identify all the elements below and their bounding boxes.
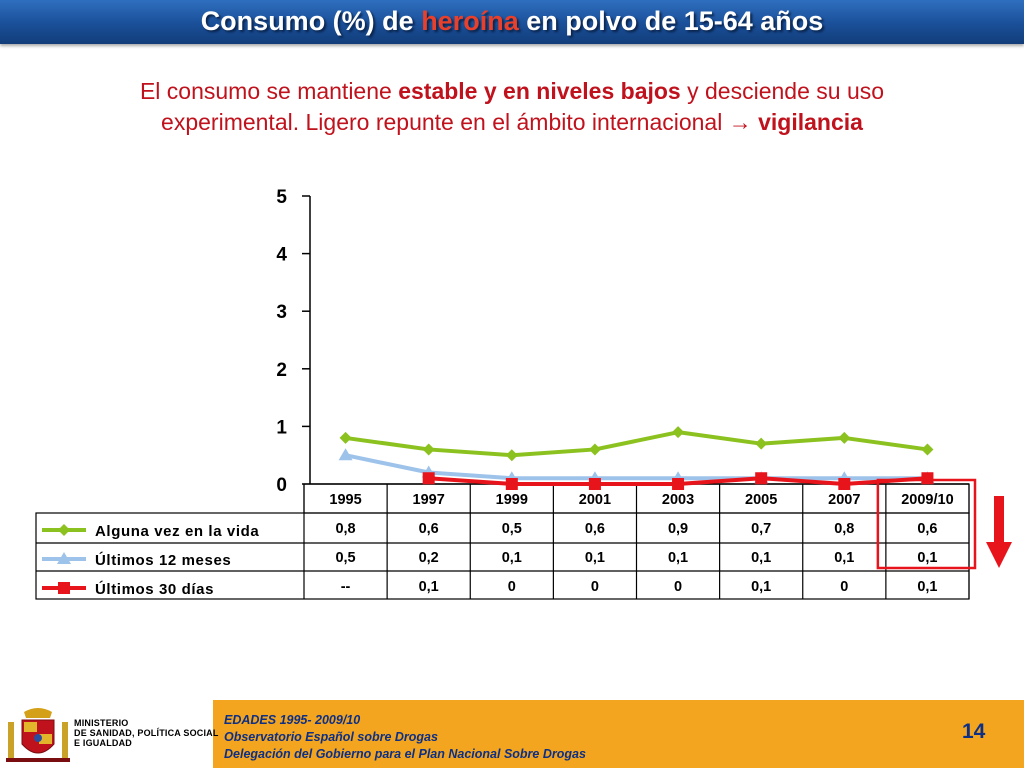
subtitle-emphasis-2: vigilancia bbox=[758, 109, 863, 135]
table-cell: 0,5 bbox=[502, 521, 522, 537]
slide-title: Consumo (%) de heroína en polvo de 15-64… bbox=[0, 6, 1024, 37]
table-cell: 0,8 bbox=[834, 521, 854, 537]
table-cell: 0,1 bbox=[668, 550, 688, 566]
x-tick-label: 2005 bbox=[745, 492, 777, 508]
legend-marker bbox=[57, 552, 71, 564]
data-point bbox=[422, 472, 435, 485]
table-cell: 0 bbox=[591, 579, 599, 595]
y-tick-label: 4 bbox=[276, 245, 287, 266]
data-point bbox=[921, 443, 934, 456]
x-tick-label: 2003 bbox=[662, 492, 694, 508]
data-point bbox=[505, 449, 518, 462]
ministry-logo-area bbox=[0, 700, 213, 768]
ministry-name: MINISTERIO DE SANIDAD, POLÍTICA SOCIAL E I… bbox=[74, 718, 219, 748]
arrow-right-icon: → bbox=[728, 109, 752, 135]
legend-marker bbox=[58, 524, 70, 536]
data-point bbox=[838, 478, 851, 490]
legend-marker bbox=[58, 582, 70, 594]
y-tick-label: 1 bbox=[276, 417, 287, 438]
y-tick-label: 3 bbox=[276, 302, 287, 323]
data-point bbox=[338, 448, 353, 461]
footer-band bbox=[213, 700, 1024, 768]
x-tick-label: 2009/10 bbox=[901, 492, 953, 508]
coat-of-arms-logo bbox=[6, 708, 70, 762]
data-point bbox=[672, 426, 685, 439]
down-arrow-icon bbox=[986, 496, 1012, 568]
highlight-box bbox=[876, 478, 977, 570]
source-line-1: EDADES 1995- 2009/10 bbox=[224, 713, 361, 727]
title-bar bbox=[0, 0, 1024, 44]
data-point bbox=[755, 472, 768, 485]
x-tick-label: 2007 bbox=[828, 492, 860, 508]
table-cell: -- bbox=[341, 579, 351, 595]
legend-label: Últimos 30 días bbox=[95, 580, 214, 598]
slide-subtitle: El consumo se mantiene estable y en nive… bbox=[70, 76, 954, 138]
subtitle-part-1: El consumo se mantiene bbox=[139, 78, 399, 104]
subtitle-emphasis-1: estable y en niveles bajos bbox=[398, 78, 681, 104]
data-point bbox=[339, 431, 352, 444]
data-point bbox=[921, 472, 934, 485]
table-cell: 0 bbox=[508, 579, 516, 595]
title-post: en polvo de 15-64 años bbox=[518, 6, 824, 36]
table-cell: 0,6 bbox=[585, 521, 605, 537]
line-chart: 0 1 2 3 4 5 1995 1997 1999 2001 2003 2005 2007 2009/1… bbox=[35, 187, 1012, 600]
ministry-line: E IGUALDAD bbox=[74, 738, 132, 748]
table-cell: 0,6 bbox=[917, 521, 937, 537]
x-tick-label: 1995 bbox=[329, 492, 361, 508]
table-cell: 0,1 bbox=[419, 579, 439, 595]
ministry-line: MINISTERIO bbox=[74, 718, 129, 728]
table-cell: 0 bbox=[840, 579, 848, 595]
series-line bbox=[345, 430, 928, 458]
table-cell: 0,6 bbox=[419, 521, 439, 537]
table-cell: 0,1 bbox=[917, 579, 937, 595]
table-cell: 0,1 bbox=[502, 550, 522, 566]
data-point bbox=[755, 437, 768, 450]
source-line-3: Delegación del Gobierno para el Plan Nac… bbox=[224, 747, 586, 761]
data-point bbox=[422, 443, 435, 456]
table-cell: 0,7 bbox=[751, 521, 771, 537]
y-tick-label: 0 bbox=[276, 475, 287, 496]
title-highlight: heroína bbox=[421, 6, 519, 36]
table-cell: 0,1 bbox=[751, 579, 771, 595]
x-tick-label: 1997 bbox=[413, 492, 445, 508]
data-point bbox=[588, 443, 601, 456]
series-line bbox=[345, 453, 928, 481]
table-cell: 0,1 bbox=[834, 550, 854, 566]
x-tick-label: 2001 bbox=[579, 492, 611, 508]
table-cell: 0,1 bbox=[751, 550, 771, 566]
table-cell: 0,1 bbox=[585, 550, 605, 566]
table-cell: 0,2 bbox=[419, 550, 439, 566]
y-tick-label: 2 bbox=[276, 360, 287, 381]
data-point bbox=[505, 478, 518, 490]
y-tick-label: 5 bbox=[276, 187, 287, 208]
table-cell: 0,8 bbox=[335, 521, 355, 537]
table-cell: 0 bbox=[674, 579, 682, 595]
table-cell: 0,9 bbox=[668, 521, 688, 537]
subtitle-part-3: y desciende su uso experimental. Ligero … bbox=[161, 78, 885, 135]
source-line-2: Observatorio Español sobre Drogas bbox=[224, 730, 438, 744]
table-cell: 0,1 bbox=[917, 550, 937, 566]
legend-label: Alguna vez en la vida bbox=[95, 523, 259, 540]
x-tick-label: 1999 bbox=[496, 492, 528, 508]
legend-label: Últimos 12 meses bbox=[95, 551, 231, 569]
ministry-line: DE SANIDAD, POLÍTICA SOCIAL bbox=[74, 728, 219, 738]
table-cell: 0,5 bbox=[335, 550, 355, 566]
data-point bbox=[588, 478, 601, 490]
page-number: 14 bbox=[962, 720, 986, 743]
data-point bbox=[838, 431, 851, 444]
data-point bbox=[672, 478, 685, 490]
title-pre: Consumo (%) de bbox=[200, 6, 422, 36]
